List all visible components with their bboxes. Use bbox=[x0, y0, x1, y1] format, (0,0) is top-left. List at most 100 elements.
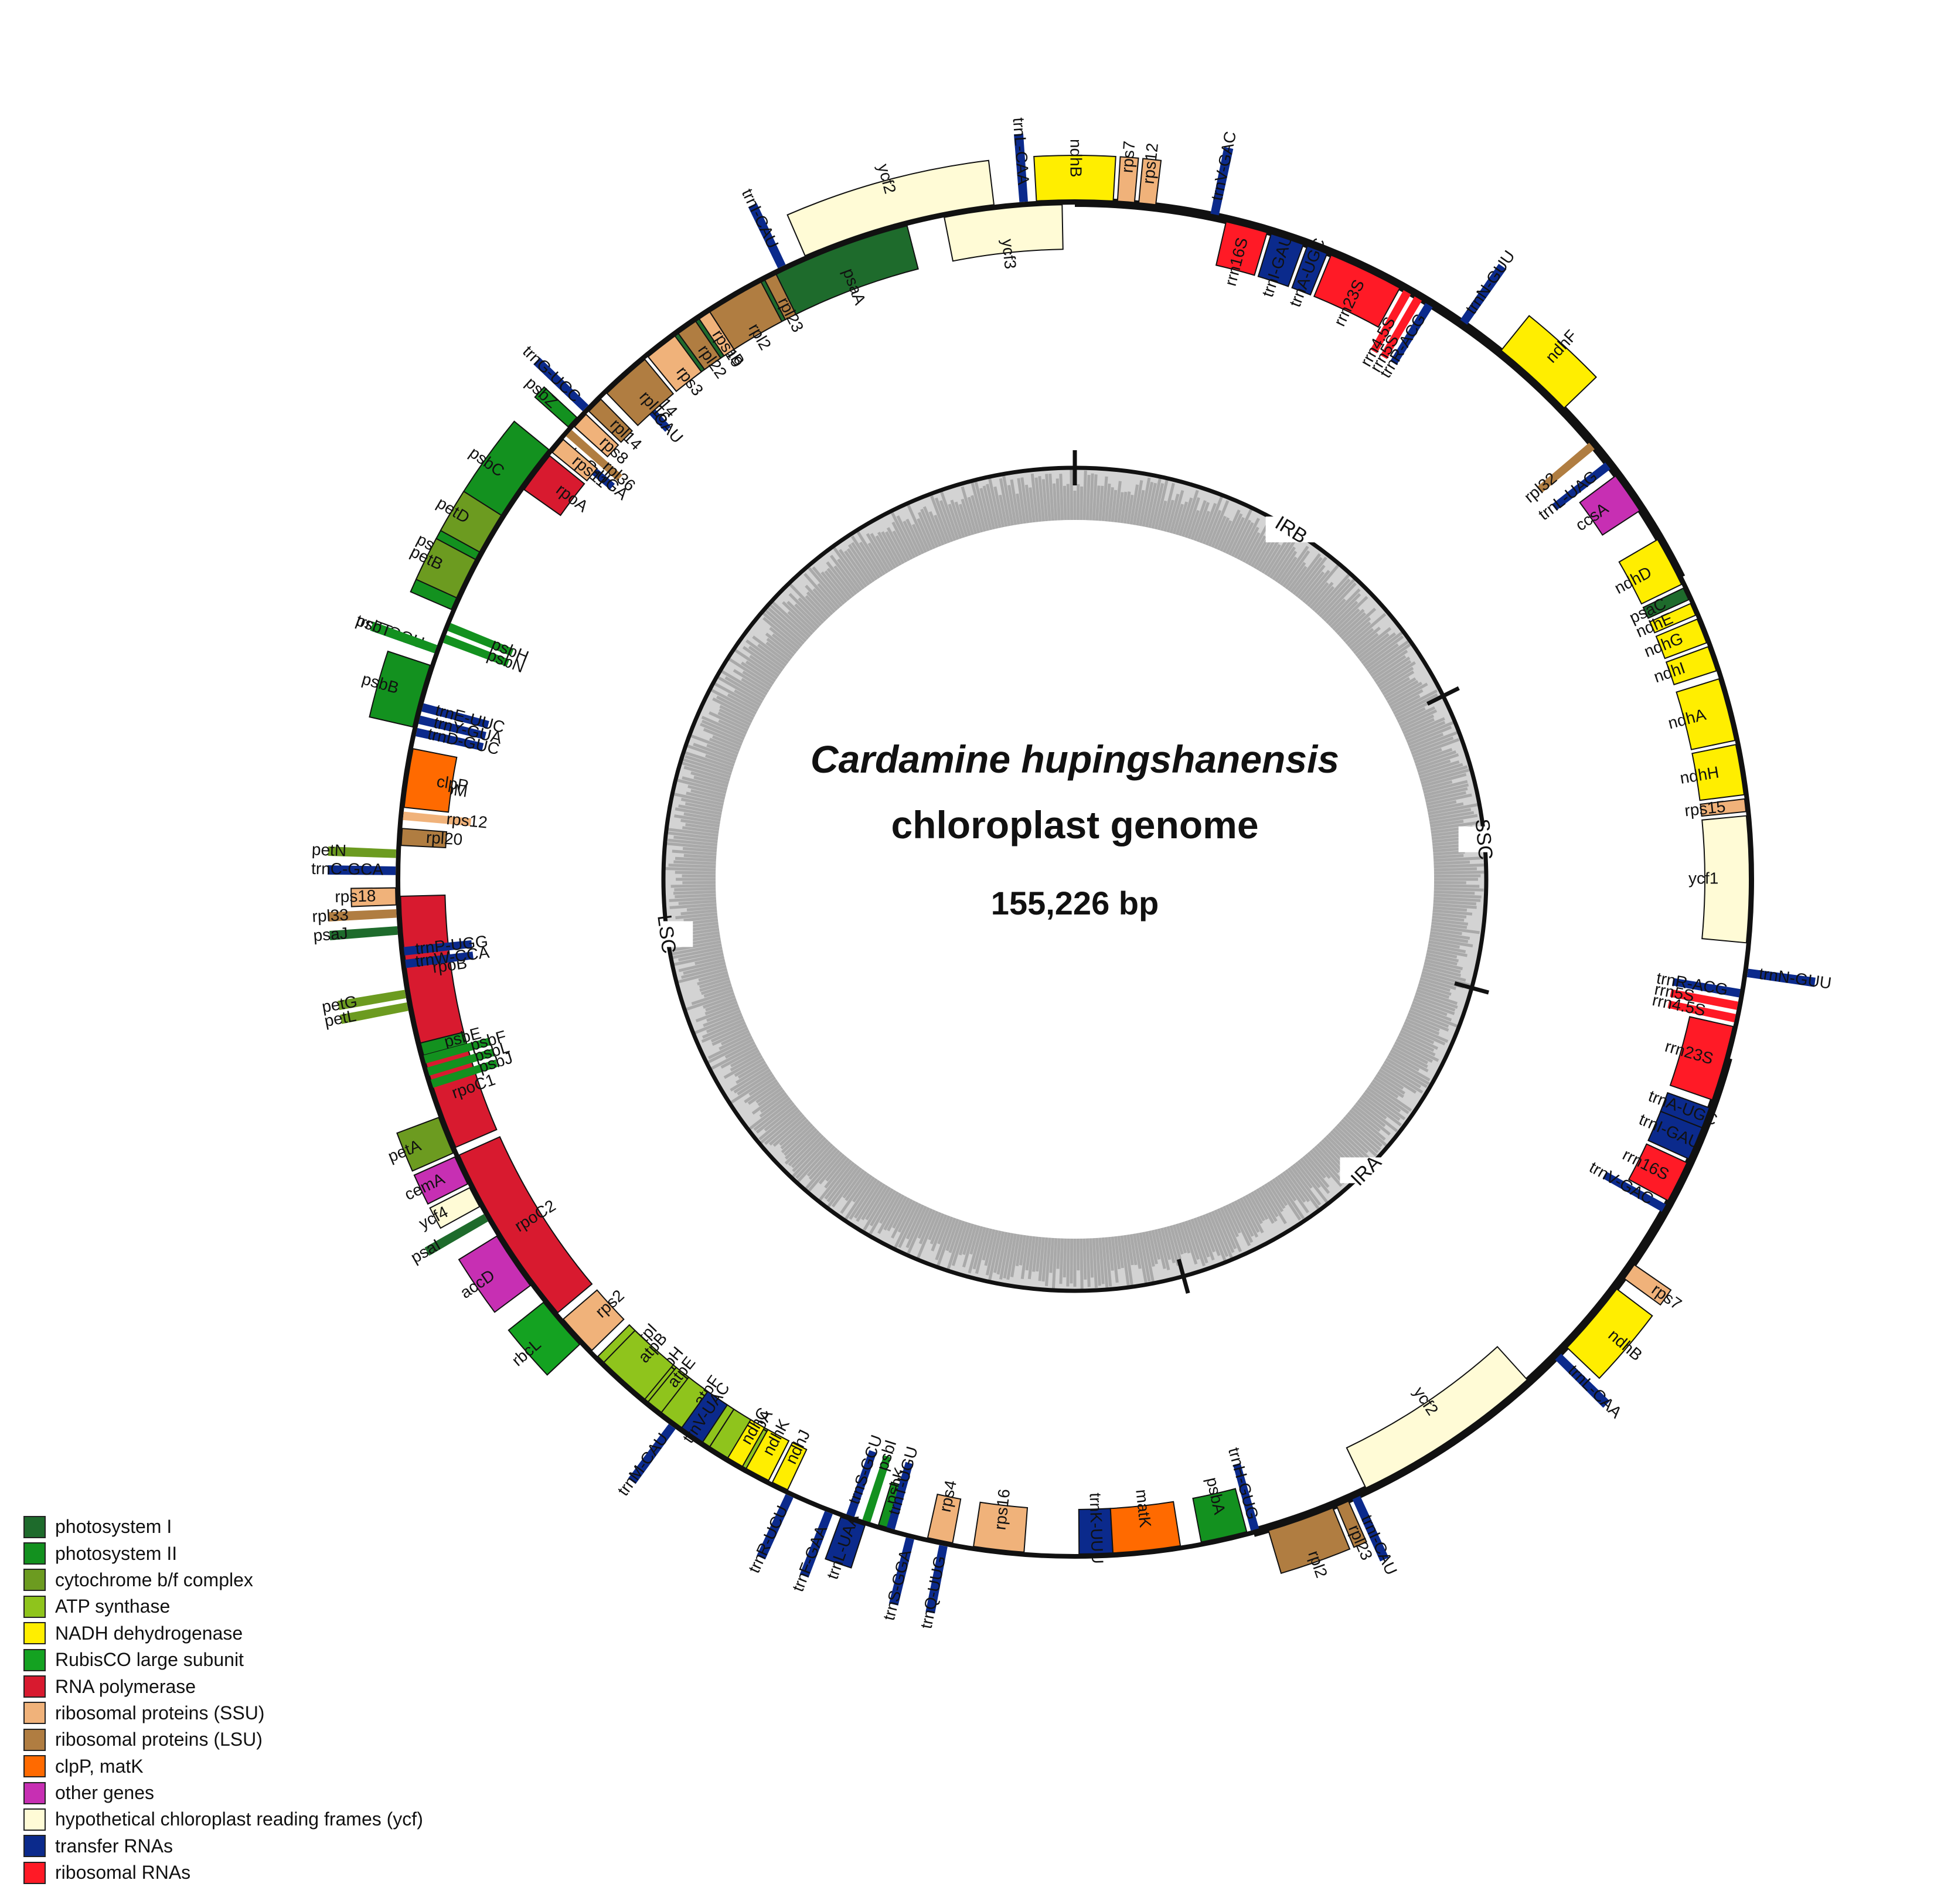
gc-tick bbox=[704, 1001, 738, 1015]
gc-tick bbox=[1412, 1001, 1448, 1016]
gc-tick bbox=[703, 1009, 741, 1028]
gc-tick bbox=[870, 533, 894, 571]
gc-tick bbox=[1417, 985, 1450, 999]
gc-tick bbox=[719, 708, 751, 726]
gc-tick bbox=[675, 871, 716, 875]
gc-tick bbox=[948, 1219, 962, 1253]
gc-tick bbox=[1434, 896, 1481, 902]
gc-tick bbox=[1032, 1236, 1039, 1272]
gene-block bbox=[1215, 221, 1268, 276]
gc-tick bbox=[1426, 949, 1458, 959]
gc-tick bbox=[1196, 1216, 1215, 1261]
gc-tick bbox=[1431, 918, 1469, 926]
gc-tick bbox=[779, 1118, 809, 1146]
gc-tick bbox=[824, 570, 850, 601]
gc-tick bbox=[972, 1226, 986, 1270]
gc-tick bbox=[808, 1147, 838, 1180]
gc-tick bbox=[1302, 570, 1330, 603]
gc-tick bbox=[1217, 1208, 1237, 1250]
gene-block bbox=[786, 159, 995, 257]
gc-tick bbox=[896, 515, 919, 557]
legend-item-oth: other genes bbox=[23, 1780, 551, 1806]
gene-block bbox=[1627, 1143, 1688, 1202]
gc-tick bbox=[812, 566, 845, 606]
gc-tick bbox=[1434, 887, 1484, 892]
gc-tick bbox=[1190, 1218, 1208, 1264]
legend-swatch bbox=[23, 1622, 46, 1645]
gc-tick bbox=[710, 1024, 748, 1043]
gc-tick bbox=[897, 1200, 916, 1233]
gc-tick bbox=[675, 912, 718, 920]
legend-swatch bbox=[23, 1515, 46, 1538]
gc-tick bbox=[672, 953, 724, 967]
gc-tick bbox=[1380, 670, 1415, 693]
gc-tick bbox=[1368, 643, 1411, 675]
gene-psbT: psbT bbox=[353, 611, 438, 654]
gc-tick bbox=[1289, 553, 1322, 593]
gc-tick bbox=[1388, 682, 1428, 706]
gc-tick bbox=[1401, 714, 1435, 732]
gc-tick bbox=[690, 789, 726, 800]
gc-tick bbox=[1089, 1238, 1094, 1278]
gc-tick bbox=[1063, 1238, 1067, 1278]
gc-tick bbox=[1098, 1237, 1105, 1284]
gene-block bbox=[1655, 618, 1708, 659]
gc-tick bbox=[1175, 1223, 1187, 1254]
gc-tick bbox=[1282, 1171, 1306, 1203]
gc-tick bbox=[934, 514, 948, 545]
gc-tick bbox=[806, 591, 831, 618]
gc-tick bbox=[950, 499, 965, 538]
gc-tick bbox=[1172, 504, 1184, 535]
gc-tick bbox=[1126, 494, 1134, 525]
gc-tick bbox=[1370, 1082, 1412, 1112]
gc-tick bbox=[1430, 927, 1462, 936]
gc-tick bbox=[758, 1106, 799, 1141]
gc-tick bbox=[1214, 1209, 1235, 1253]
gc-tick bbox=[749, 655, 780, 677]
gene-block bbox=[1551, 462, 1610, 511]
gc-tick bbox=[1307, 582, 1329, 607]
gc-tick bbox=[674, 887, 716, 892]
gc-tick bbox=[1429, 814, 1478, 825]
gc-tick bbox=[1051, 1238, 1058, 1289]
gc-tick bbox=[1003, 1233, 1014, 1279]
gc-tick bbox=[1413, 748, 1442, 761]
gc-tick bbox=[1309, 582, 1334, 610]
gc-tick bbox=[1048, 474, 1055, 521]
gc-tick bbox=[946, 1220, 965, 1271]
gc-tick bbox=[707, 1035, 753, 1060]
gc-tick bbox=[1095, 485, 1101, 521]
gc-tick bbox=[1430, 821, 1478, 831]
gc-tick bbox=[1373, 1076, 1404, 1099]
gene-block bbox=[1268, 1507, 1351, 1575]
gc-tick bbox=[832, 546, 865, 590]
gc-tick bbox=[755, 1084, 782, 1104]
gc-tick bbox=[1181, 489, 1199, 538]
legend-swatch bbox=[23, 1755, 46, 1778]
gene-block bbox=[862, 1455, 891, 1522]
gene-trnF-GAA: trnF-GAA bbox=[789, 1511, 833, 1594]
gc-tick bbox=[988, 1230, 1002, 1282]
gene-ndhA: ndhA bbox=[1666, 678, 1736, 750]
gc-tick bbox=[747, 1082, 780, 1105]
gene-block bbox=[416, 727, 484, 751]
gene-block bbox=[340, 1002, 408, 1024]
gc-tick bbox=[720, 1046, 758, 1069]
gene-block bbox=[418, 715, 486, 740]
gc-tick bbox=[701, 1021, 746, 1043]
gene-label: rps12 bbox=[1139, 142, 1162, 185]
gc-tick bbox=[673, 890, 716, 895]
gene-block bbox=[566, 430, 622, 481]
gc-tick bbox=[723, 1055, 763, 1079]
gc-tick bbox=[678, 804, 722, 815]
gc-tick bbox=[1307, 1151, 1331, 1179]
gc-tick bbox=[1419, 977, 1456, 990]
gc-tick bbox=[1309, 1149, 1343, 1187]
gc-tick bbox=[1394, 1041, 1434, 1063]
gc-tick bbox=[759, 1094, 789, 1118]
gc-tick bbox=[1418, 982, 1452, 996]
gc-tick bbox=[1228, 1203, 1251, 1246]
gc-tick bbox=[683, 915, 718, 922]
gc-tick bbox=[1211, 1211, 1234, 1260]
gene-block bbox=[1109, 1501, 1182, 1554]
